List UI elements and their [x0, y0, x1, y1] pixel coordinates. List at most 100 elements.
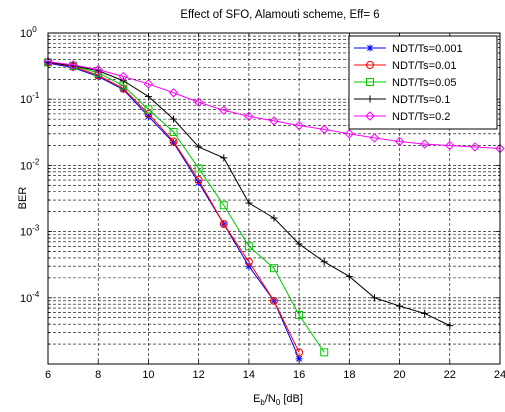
series-line — [47, 61, 325, 353]
diamond-marker — [319, 124, 329, 135]
x-tick-labels: 6 8 10 12 14 16 18 20 22 24 — [45, 369, 505, 381]
plus-marker — [396, 302, 404, 310]
diamond-marker — [193, 97, 204, 107]
y-tick-label-base: 10 — [20, 160, 32, 172]
x-tick-label: 20 — [393, 369, 405, 381]
plus-marker — [370, 294, 378, 302]
plot-frame — [47, 32, 501, 365]
diamond-marker — [219, 105, 229, 115]
series-5 — [43, 56, 505, 154]
diamond-marker — [143, 79, 154, 89]
diamond-marker — [344, 129, 355, 139]
legend-entry: NDT/Ts=0.05 — [354, 77, 457, 89]
square-marker — [366, 78, 374, 86]
y-tick-label: 10-1 — [20, 91, 40, 106]
diamond-marker — [470, 142, 480, 152]
diamond-marker — [93, 64, 103, 75]
circle-marker — [270, 296, 278, 305]
square-marker — [144, 105, 153, 114]
y-tick-label: 10-3 — [20, 224, 40, 239]
y-tick-label-exponent: -4 — [32, 290, 40, 299]
square-marker — [194, 164, 203, 173]
legend: NDT/Ts=0.001 NDT/Ts=0.01 NDT/Ts=0.05 NDT/Ts… — [348, 35, 498, 130]
plus-marker — [345, 272, 353, 280]
diamond-marker — [118, 71, 129, 82]
square-marker — [169, 127, 178, 136]
legend-entry: NDT/Ts=0.001 — [354, 43, 463, 55]
x-tick-label: 14 — [243, 369, 255, 381]
square-marker — [270, 264, 278, 273]
circle-marker — [295, 348, 304, 357]
legend-label: NDT/Ts=0.01 — [392, 60, 457, 72]
circle-marker — [366, 61, 374, 69]
circle-marker — [244, 257, 253, 266]
square-marker — [295, 310, 304, 319]
x-tick-label: 22 — [444, 369, 456, 381]
plus-marker — [144, 92, 152, 100]
y-tick-label-exponent: -3 — [32, 224, 40, 233]
star-marker-stroke — [195, 179, 202, 186]
circle-marker — [194, 176, 203, 185]
y-tick-label-exponent: -1 — [32, 91, 40, 100]
diamond-marker — [369, 133, 380, 143]
x-axis-label-main: E — [253, 393, 260, 405]
star-marker — [295, 355, 303, 363]
square-marker — [244, 242, 253, 251]
legend-entry: NDT/Ts=0.01 — [354, 60, 457, 72]
legend-entries: NDT/Ts=0.001 NDT/Ts=0.01 NDT/Ts=0.05 NDT/Ts… — [354, 43, 463, 123]
y-tick-label-base: 10 — [20, 28, 32, 40]
diamond-marker — [168, 88, 179, 98]
diamond-marker — [419, 139, 430, 149]
x-axis-label-mid: /N — [265, 393, 276, 405]
plus-marker — [446, 322, 454, 330]
diamond-marker — [269, 116, 279, 126]
legend-label: NDT/Ts=0.05 — [392, 77, 457, 89]
diamond-marker — [244, 111, 254, 122]
series-line — [47, 61, 300, 353]
plus-marker — [170, 115, 178, 123]
plus-marker — [220, 154, 228, 162]
y-tick-label: 100 — [20, 25, 37, 40]
diamond-marker — [294, 120, 304, 131]
square-marker — [219, 201, 228, 210]
y-tick-label-exponent: 0 — [32, 25, 37, 34]
plus-marker — [295, 240, 303, 248]
plus-marker — [320, 258, 328, 266]
plus-marker — [270, 214, 278, 222]
star-marker-stroke — [145, 113, 152, 120]
plus-marker — [366, 95, 374, 103]
x-axis-label-tail: [dB] — [280, 393, 303, 405]
legend-entry: NDT/Ts=0.1 — [354, 94, 450, 106]
legend-label: NDT/Ts=0.1 — [392, 94, 450, 106]
legend-entry: NDT/Ts=0.2 — [354, 111, 450, 123]
y-tick-label: 10-4 — [20, 290, 40, 305]
x-tick-label: 24 — [494, 369, 505, 381]
circle-marker — [169, 137, 178, 146]
axis-ticks — [47, 33, 501, 364]
legend-label: NDT/Ts=0.2 — [392, 111, 450, 123]
x-tick-label: 10 — [142, 369, 154, 381]
legend-label: NDT/Ts=0.001 — [392, 43, 463, 55]
x-tick-label: 12 — [193, 369, 205, 381]
x-tick-label: 8 — [95, 369, 101, 381]
star-marker — [366, 44, 374, 52]
y-tick-label-base: 10 — [20, 94, 32, 106]
series-line — [47, 61, 501, 149]
chart-title: Effect of SFO, Alamouti scheme, Eff= 6 — [180, 9, 379, 21]
plus-marker — [245, 199, 253, 207]
diamond-marker — [365, 111, 375, 121]
x-tick-label: 18 — [343, 369, 355, 381]
circle-marker — [219, 220, 228, 229]
circle-marker — [144, 109, 153, 118]
y-tick-label-base: 10 — [20, 227, 32, 239]
diamond-marker — [445, 140, 455, 151]
y-axis-label: BER — [17, 187, 29, 210]
square-marker — [320, 348, 329, 357]
plus-marker — [421, 309, 429, 317]
y-tick-label-base: 10 — [20, 293, 32, 305]
x-axis-label-sub1: b — [260, 398, 265, 407]
x-axis-label: Eb/N0 [dB] — [253, 393, 303, 407]
x-tick-label: 16 — [293, 369, 305, 381]
